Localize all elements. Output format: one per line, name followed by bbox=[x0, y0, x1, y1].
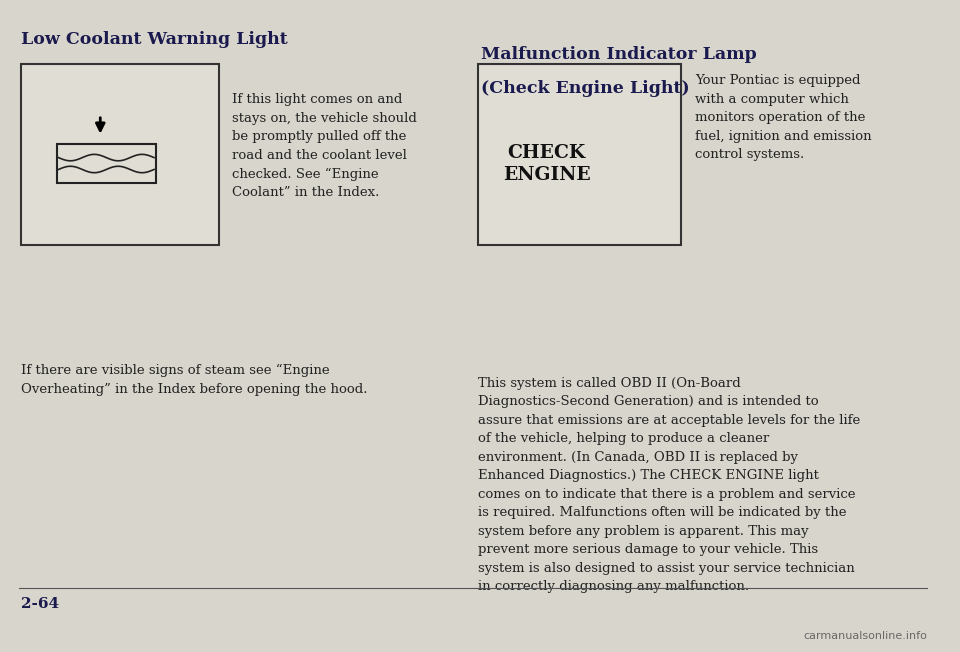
FancyBboxPatch shape bbox=[478, 65, 682, 245]
FancyBboxPatch shape bbox=[57, 143, 156, 183]
Text: If there are visible signs of steam see “Engine
Overheating” in the Index before: If there are visible signs of steam see … bbox=[21, 364, 368, 396]
Text: Low Coolant Warning Light: Low Coolant Warning Light bbox=[21, 31, 288, 48]
Text: If this light comes on and
stays on, the vehicle should
be promptly pulled off t: If this light comes on and stays on, the… bbox=[231, 93, 417, 200]
FancyBboxPatch shape bbox=[21, 65, 220, 245]
Text: (Check Engine Light): (Check Engine Light) bbox=[481, 80, 689, 97]
Text: CHECK
ENGINE: CHECK ENGINE bbox=[503, 144, 590, 185]
Text: 2-64: 2-64 bbox=[21, 597, 59, 612]
Text: Malfunction Indicator Lamp: Malfunction Indicator Lamp bbox=[481, 46, 756, 63]
Text: Your Pontiac is equipped
with a computer which
monitors operation of the
fuel, i: Your Pontiac is equipped with a computer… bbox=[695, 74, 872, 161]
Text: This system is called OBD II (On-Board
Diagnostics-Second Generation) and is int: This system is called OBD II (On-Board D… bbox=[478, 377, 860, 593]
Text: carmanualsonline.info: carmanualsonline.info bbox=[804, 630, 927, 641]
